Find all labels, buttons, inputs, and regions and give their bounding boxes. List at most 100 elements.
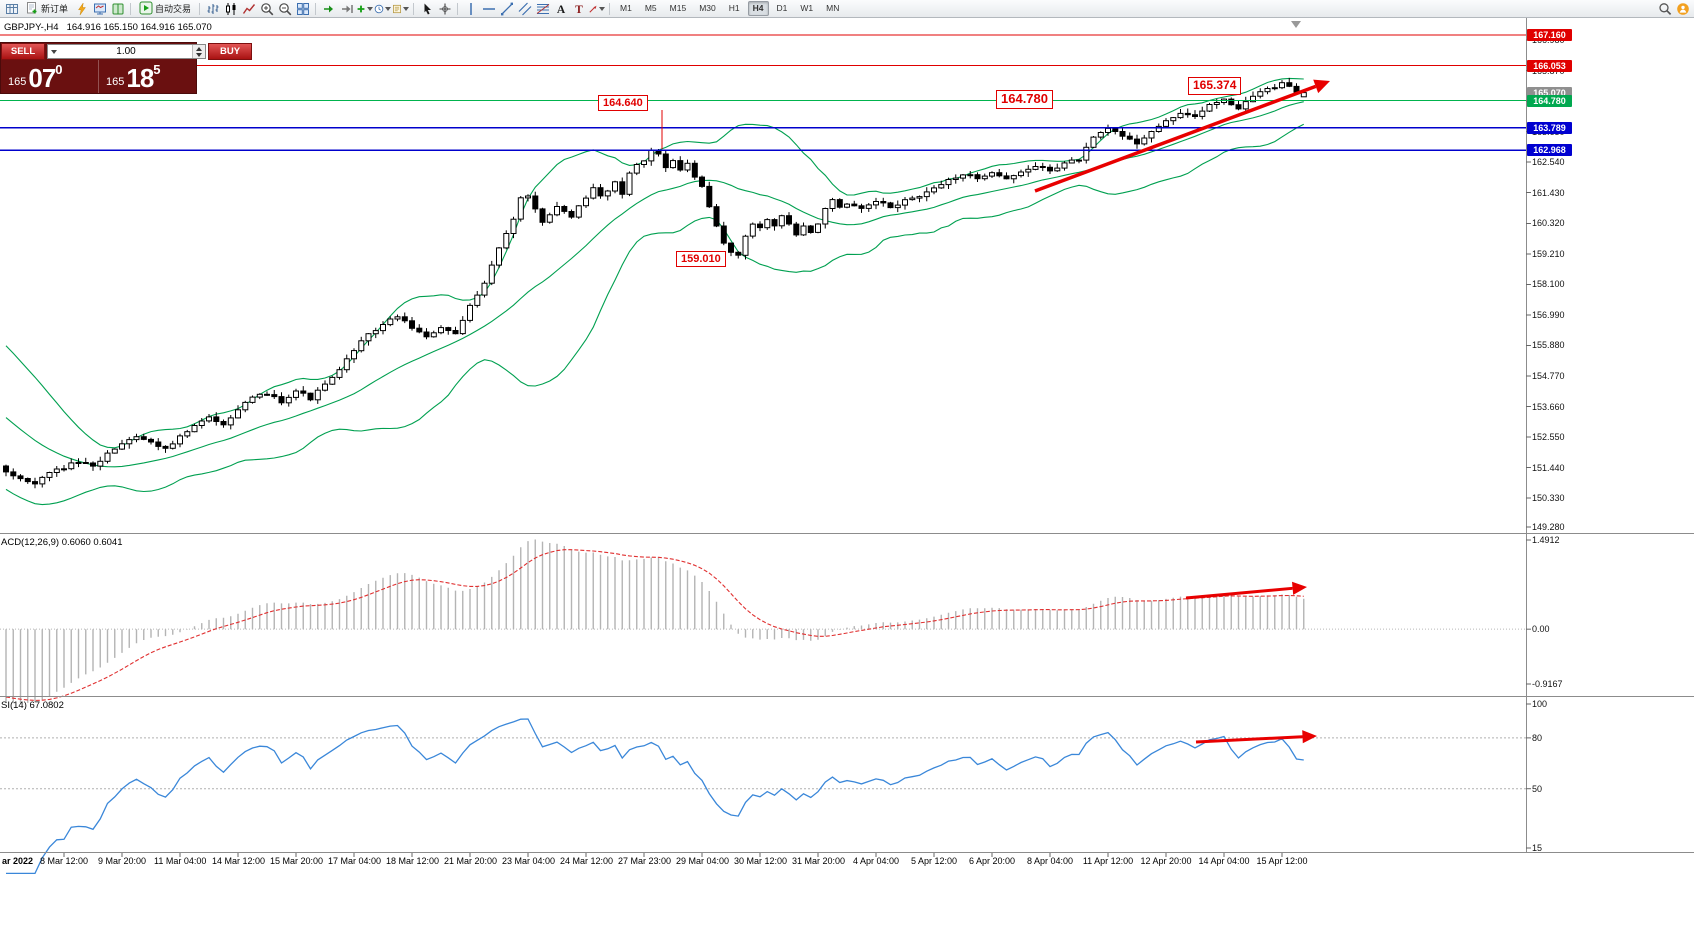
macd-axis-label: 1.4912	[1532, 535, 1560, 545]
time-axis-label: 17 Mar 04:00	[328, 856, 382, 866]
timeframe-m1-button[interactable]: M1	[620, 3, 632, 13]
rsi-label: SI(14) 67.0802	[1, 700, 64, 711]
time-axis-label: 31 Mar 20:00	[792, 856, 846, 866]
candlest-chart-icon[interactable]	[222, 1, 239, 16]
price-callout[interactable]: 159.010	[676, 251, 726, 268]
time-axis-label: 12 Apr 20:00	[1140, 856, 1192, 866]
chart-area[interactable]: GBPJPY-,H4 164.916 165.150 164.916 165.07…	[0, 17, 1694, 938]
charts-grid-icon[interactable]	[3, 1, 20, 16]
trendline-icon[interactable]	[498, 1, 515, 16]
volume-box[interactable]	[47, 44, 206, 59]
price-axis-label: 158.100	[1532, 279, 1565, 290]
trend-arrow[interactable]	[1034, 79, 1330, 193]
price-axis-label: 151.440	[1532, 462, 1565, 473]
bid-pipette: 0	[55, 62, 63, 77]
ask-pipette: 5	[153, 62, 161, 77]
time-axis-label: 8 Apr 04:00	[1026, 856, 1074, 866]
one-click-trading-panel: SELL BUY 165 07 0 165	[0, 42, 252, 94]
crosshair-icon[interactable]	[436, 1, 453, 16]
time-axis-label: ar 2022	[2, 856, 34, 866]
price-axis-label: 159.210	[1532, 248, 1565, 259]
timeframe-w1-button[interactable]: W1	[800, 3, 814, 13]
templates-icon[interactable]	[392, 1, 410, 16]
time-axis-label: 23 Mar 04:00	[502, 856, 556, 866]
toolbar-separator	[199, 2, 201, 15]
autotrade-icon	[139, 1, 153, 17]
volume-decrease-icon[interactable]	[196, 52, 202, 57]
timeframe-h1-button[interactable]: H1	[728, 3, 740, 13]
new-order-icon	[25, 1, 39, 17]
price-axis-label: 160.320	[1532, 218, 1565, 229]
fibonacci-icon[interactable]	[534, 1, 551, 16]
price-marker-163-789: 163.789	[1527, 121, 1572, 134]
rsi-axis-label: 100	[1532, 699, 1548, 709]
volume-spinner[interactable]	[192, 45, 205, 58]
time-axis-label: 30 Mar 12:00	[734, 856, 788, 866]
price-axis-label: 152.550	[1532, 432, 1565, 443]
alert-icon[interactable]	[73, 1, 90, 16]
autotrade-button[interactable]: 自动交易	[135, 1, 195, 16]
price-marker-166-053: 166.053	[1527, 59, 1572, 72]
text-label-icon[interactable]: T	[570, 1, 587, 16]
indicators-icon[interactable]	[356, 1, 374, 16]
time-axis-label: 24 Mar 12:00	[560, 856, 614, 866]
bid-price[interactable]: 165 07 0	[1, 60, 98, 93]
timeframe-m5-button[interactable]: M5	[644, 3, 657, 13]
sell-button[interactable]: SELL	[1, 43, 45, 60]
volume-dropdown-icon[interactable]	[51, 49, 57, 54]
ask-pips: 18	[126, 63, 154, 93]
timeframe-m30-button[interactable]: M30	[699, 3, 716, 13]
timeframe-m15-button[interactable]: M15	[669, 3, 687, 13]
line-chart-icon[interactable]	[240, 1, 257, 16]
volume-input[interactable]	[60, 46, 192, 57]
main-chart-layer	[0, 34, 1526, 506]
new-order-button[interactable]: 新订单	[21, 1, 72, 16]
periods-icon[interactable]	[374, 1, 392, 16]
price-chart-canvas[interactable]	[0, 17, 1694, 938]
arrows-objects-icon[interactable]	[588, 1, 606, 16]
price-callout[interactable]: 165.374	[1188, 77, 1242, 95]
price-callout[interactable]: 164.780	[996, 90, 1053, 109]
trend-arrow[interactable]	[1195, 730, 1317, 744]
vertical-line-icon[interactable]	[462, 1, 479, 16]
zoom-in-icon[interactable]	[258, 1, 275, 16]
community-icon[interactable]	[1674, 1, 1691, 16]
strategy-tester-icon[interactable]	[109, 1, 126, 16]
bollinger-bands	[5, 77, 1305, 506]
channel-icon[interactable]	[516, 1, 533, 16]
macd-histogram	[5, 539, 1305, 704]
price-axis-label: 162.540	[1532, 157, 1565, 168]
candlestick-series	[3, 77, 1307, 489]
zoom-out-icon[interactable]	[276, 1, 293, 16]
chart-shift-icon[interactable]	[338, 1, 355, 16]
auto-scroll-icon[interactable]	[320, 1, 337, 16]
chart-shift-marker[interactable]	[1291, 21, 1301, 28]
ask-price[interactable]: 165 18 5	[98, 60, 196, 93]
price-axis-label: 161.430	[1532, 187, 1565, 198]
search-icon[interactable]	[1656, 1, 1673, 16]
price-axis-label: 150.330	[1532, 493, 1565, 504]
time-axis-label: 11 Apr 12:00	[1082, 856, 1134, 866]
tile-windows-icon[interactable]	[294, 1, 311, 16]
price-callout[interactable]: 164.640	[598, 95, 648, 112]
time-axis-label: 8 Mar 12:00	[39, 856, 89, 866]
cursor-icon[interactable]	[418, 1, 435, 16]
toolbar-separator	[609, 2, 611, 15]
price-marker-162-968: 162.968	[1527, 144, 1572, 157]
toolbar-separator	[315, 2, 317, 15]
timeframe-d1-button[interactable]: D1	[776, 3, 788, 13]
rsi-line	[6, 718, 1304, 875]
trend-arrow[interactable]	[1185, 581, 1307, 600]
dropdown-caret-icon	[367, 6, 374, 11]
market-watch-icon[interactable]	[91, 1, 108, 16]
volume-increase-icon[interactable]	[196, 46, 202, 51]
timeframe-mn-button[interactable]: MN	[826, 3, 840, 13]
horizontal-line-icon[interactable]	[480, 1, 497, 16]
price-axis-label: 155.880	[1532, 340, 1565, 351]
text-icon[interactable]: A	[552, 1, 569, 16]
time-axis-label: 15 Apr 12:00	[1256, 856, 1308, 866]
timeframe-h4-button[interactable]: H4	[747, 1, 769, 16]
bar-chart-icon[interactable]	[204, 1, 221, 16]
buy-button[interactable]: BUY	[208, 43, 252, 60]
